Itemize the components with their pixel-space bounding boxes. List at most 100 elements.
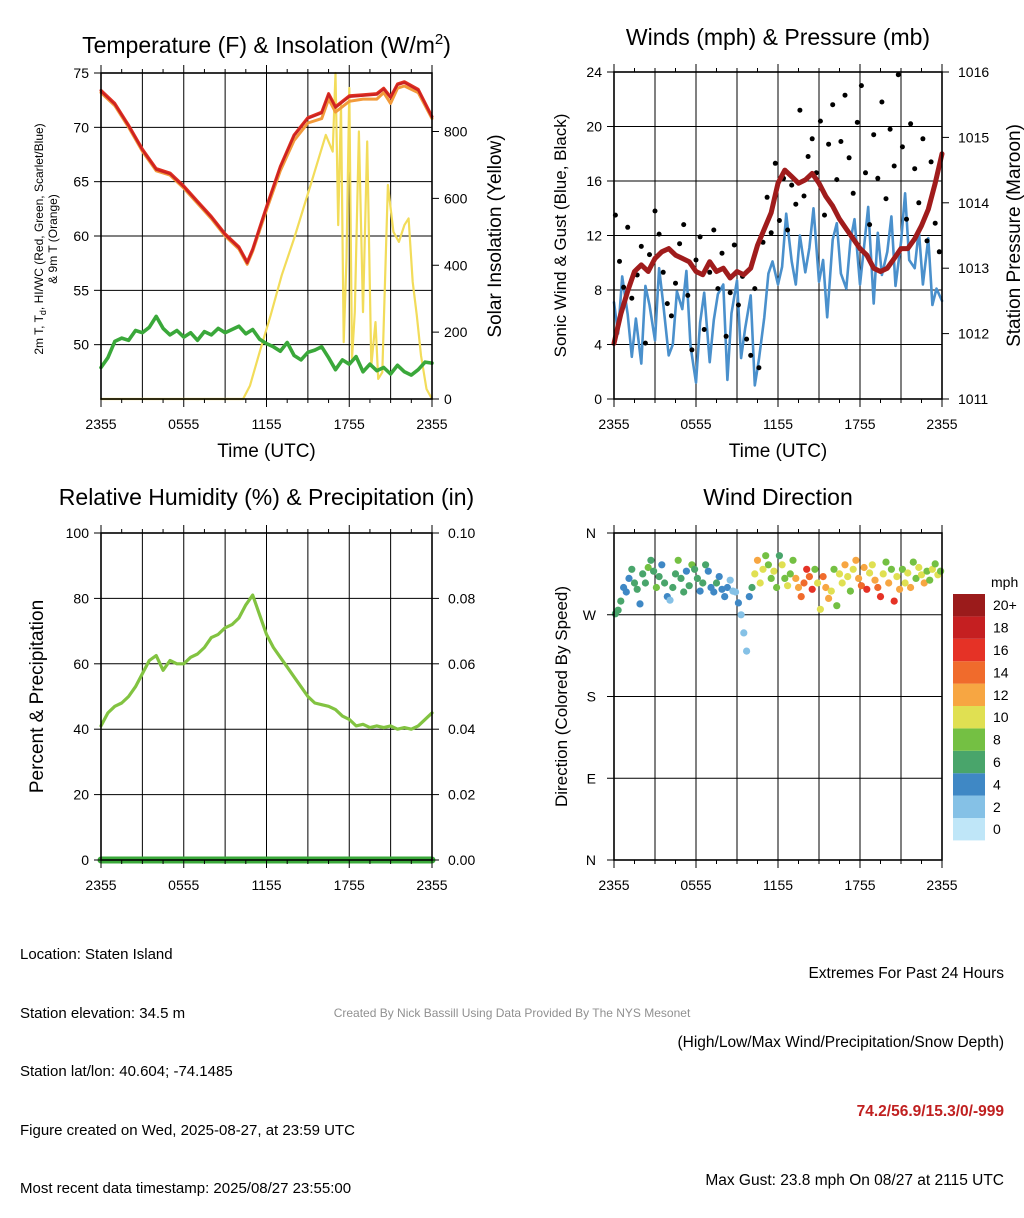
winds-gust-point xyxy=(625,224,631,230)
humidity-xtick-label: 1155 xyxy=(251,877,281,893)
winds-y2tick-label: 1014 xyxy=(958,195,989,211)
direction-point xyxy=(800,579,808,587)
winds-gust-point xyxy=(875,175,881,181)
recent-timestamp: Most recent data timestamp: 2025/08/27 2… xyxy=(20,1180,352,1197)
direction-point xyxy=(726,576,734,584)
winds-series-wind xyxy=(612,192,944,387)
direction-point xyxy=(661,579,669,587)
humidity-ytick-label: 80 xyxy=(73,590,89,606)
winds-gust-point xyxy=(822,212,827,218)
winds-gust-point xyxy=(768,230,774,236)
direction-point xyxy=(846,587,855,595)
direction-point xyxy=(901,579,909,587)
winds-xtick-label: 1155 xyxy=(763,416,793,432)
direction-point xyxy=(778,561,786,569)
winds-gust-point xyxy=(809,136,815,142)
winds-gust-point xyxy=(664,301,670,307)
direction-point xyxy=(630,579,639,587)
winds-ylabel: Sonic Wind & Gust (Blue, Black) xyxy=(551,114,570,358)
direction-point xyxy=(677,574,685,583)
colorbar-swatch xyxy=(953,818,985,841)
direction-point xyxy=(852,556,860,564)
temperature-series-insolation xyxy=(99,71,434,401)
colorbar-swatch xyxy=(953,594,985,617)
winds-gust-point xyxy=(752,286,758,292)
winds-gust-point xyxy=(891,163,897,169)
temperature-xtick-label: 2355 xyxy=(85,416,116,432)
winds-gust-point xyxy=(838,139,844,144)
station-info: Location: Staten Island Station elevatio… xyxy=(20,906,355,1218)
winds-gust-point xyxy=(834,177,840,183)
winds-series-pressure xyxy=(611,151,945,346)
winds-gust-point xyxy=(685,292,691,298)
direction-point xyxy=(879,570,887,578)
direction-point xyxy=(844,573,852,581)
direction-point xyxy=(866,569,874,577)
winds-xlabel: Time (UTC) xyxy=(729,441,828,462)
winds-gust-point xyxy=(801,193,807,199)
temperature-y2tick-label: 200 xyxy=(444,324,468,340)
direction-point xyxy=(920,579,928,587)
winds-gust-point xyxy=(656,231,662,237)
winds-gust-point xyxy=(764,194,770,200)
direction-point xyxy=(904,569,912,577)
extremes-values: 74.2/56.9/15.3/0/-999 xyxy=(856,1103,1004,1120)
winds-gust-point xyxy=(652,208,658,214)
colorbar-label: 18 xyxy=(993,620,1009,636)
direction-point xyxy=(868,561,876,569)
temperature-ytick-label: 70 xyxy=(73,119,89,135)
winds-y2label: Station Pressure (Maroon) xyxy=(1004,124,1024,347)
direction-point xyxy=(751,570,759,578)
direction-point xyxy=(652,583,661,592)
direction-point xyxy=(928,565,937,573)
colorbar-label: 0 xyxy=(993,821,1001,837)
winds-gust-point xyxy=(689,347,695,353)
direction-xtick-label: 2355 xyxy=(926,877,957,893)
humidity-ytick-label: 60 xyxy=(73,656,89,672)
direction-point xyxy=(743,647,751,655)
direction-point xyxy=(710,588,718,596)
colorbar-label: 12 xyxy=(993,687,1009,703)
direction-point xyxy=(762,552,770,560)
winds-gust-point xyxy=(707,269,713,275)
direction-point xyxy=(636,600,644,608)
extremes-heading: Extremes For Past 24 Hours xyxy=(808,965,1004,982)
direction-point xyxy=(898,565,907,573)
winds-gust-point xyxy=(629,295,635,301)
colorbar-swatch xyxy=(953,638,985,662)
winds-gust-point xyxy=(776,218,782,223)
direction-point xyxy=(871,576,879,584)
direction-point xyxy=(827,587,835,595)
direction-point xyxy=(639,570,647,578)
winds-gust-point xyxy=(920,136,926,142)
winds-gust-point xyxy=(647,252,652,258)
colorbar-swatch xyxy=(953,661,985,684)
humidity-y2tick-label: 0.08 xyxy=(448,590,475,606)
direction-point xyxy=(833,602,841,610)
colorbar-label: 10 xyxy=(993,709,1009,725)
direction-point xyxy=(740,629,748,637)
direction-point xyxy=(625,574,633,583)
direction-point xyxy=(732,588,740,596)
humidity-ytick-label: 0 xyxy=(81,852,89,868)
humidity-title: Relative Humidity (%) & Precipitation (i… xyxy=(59,484,474,510)
direction-point xyxy=(923,567,931,575)
temperature-y2tick-label: 600 xyxy=(444,190,468,206)
temperature-xtick-label: 0555 xyxy=(168,416,199,432)
figure-created: Figure created on Wed, 2025-08-27, at 23… xyxy=(20,1121,355,1139)
direction-point xyxy=(617,597,625,605)
winds-gust-point xyxy=(693,257,699,263)
winds-gust-point xyxy=(887,126,893,132)
direction-point xyxy=(819,573,827,581)
winds-gust-point xyxy=(908,121,914,127)
temperature-y2label: Solar Insolation (Yellow) xyxy=(485,134,506,337)
direction-point xyxy=(838,579,846,587)
winds-y2tick-label: 1013 xyxy=(958,260,989,276)
winds-ytick-label: 12 xyxy=(586,228,602,244)
temperature-panel: 50 55 60 65 70 75 0 200 400 600 800 2355 0555 1155 175… xyxy=(32,31,506,462)
winds-gust-point xyxy=(932,220,938,226)
direction-point xyxy=(885,579,893,587)
temperature-series-dewpoint xyxy=(99,314,434,377)
direction-point xyxy=(614,606,622,614)
humidity-xtick-label: 0555 xyxy=(168,877,199,893)
